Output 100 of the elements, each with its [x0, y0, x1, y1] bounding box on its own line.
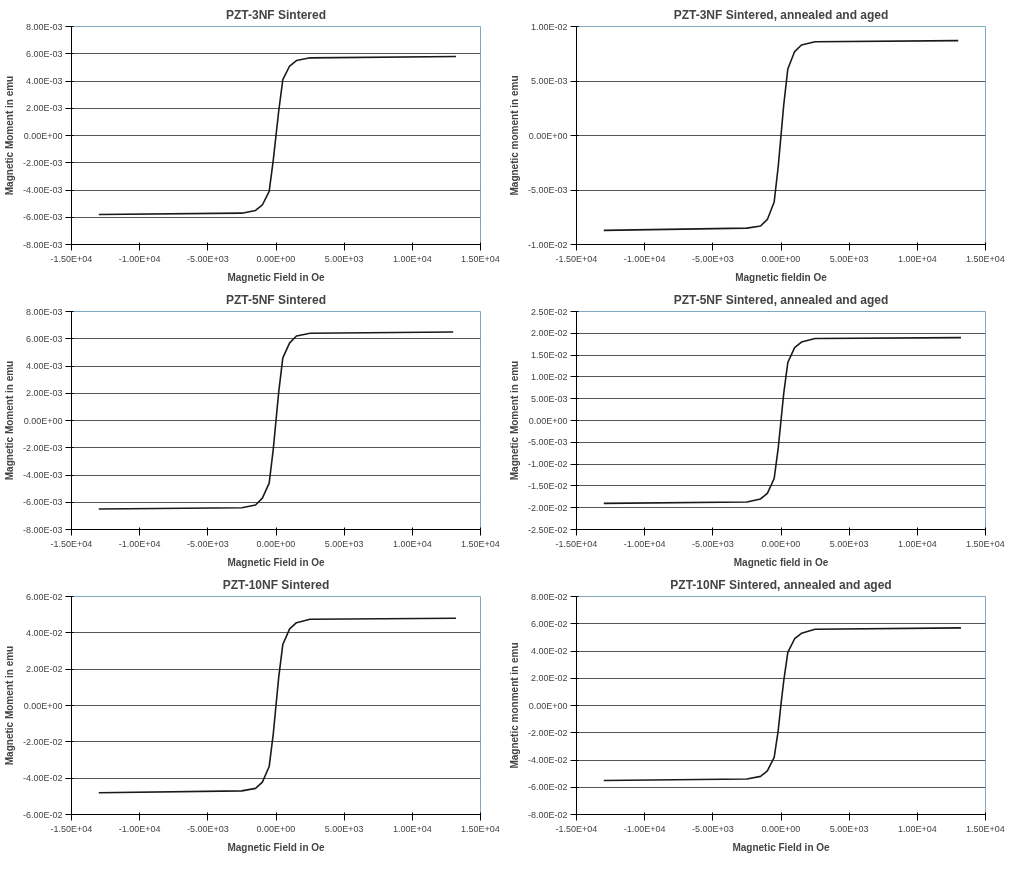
x-axis-title: Magnetic Field in Oe: [227, 556, 326, 568]
x-tick-label: 5.00E+03: [324, 538, 364, 549]
y-tick-label: -8.00E-03: [22, 524, 63, 535]
y-tick-label: 1.00E-02: [530, 21, 568, 32]
y-axis-title: Magnetic Moment in emu: [3, 360, 15, 481]
y-tick-label: 2.00E-03: [25, 103, 63, 114]
x-tick-label: 1.00E+04: [897, 823, 937, 834]
x-tick-label: -1.50E+04: [555, 823, 598, 834]
y-tick-label: -2.00E-03: [22, 157, 63, 168]
y-tick-label: 4.00E-03: [25, 76, 63, 86]
x-tick-label: 1.00E+04: [392, 253, 432, 264]
x-tick-label: 1.00E+04: [392, 823, 432, 834]
x-tick-label: 0.00E+00: [256, 253, 296, 264]
x-tick-label: 1.00E+04: [897, 538, 937, 549]
x-tick-label: -5.00E+03: [691, 538, 734, 549]
y-tick-label: -1.50E-02: [527, 480, 568, 491]
y-tick-label: -6.00E-03: [22, 212, 63, 223]
y-tick-label: -8.00E-02: [527, 809, 568, 820]
x-tick-label: -1.50E+04: [50, 538, 93, 549]
x-axis-title: Magnetic Field in Oe: [732, 841, 831, 853]
y-tick-label: 2.00E-03: [25, 388, 63, 399]
x-tick-label: 0.00E+00: [761, 538, 801, 549]
x-tick-label: 1.50E+04: [461, 823, 500, 834]
x-tick-label: -1.00E+04: [118, 823, 161, 834]
x-tick-label: -5.00E+03: [691, 823, 734, 834]
y-tick-label: -5.00E-03: [527, 185, 568, 195]
y-tick-label: -4.00E-03: [22, 185, 63, 195]
x-tick-label: 1.00E+04: [897, 253, 937, 264]
y-tick-label: -5.00E-03: [527, 437, 568, 448]
x-tick-label: -1.00E+04: [623, 823, 666, 834]
x-tick-label: -5.00E+03: [186, 823, 229, 834]
y-tick-label: -6.00E-02: [22, 809, 63, 820]
y-tick-label: 4.00E-02: [530, 646, 568, 656]
y-tick-label: 8.00E-02: [530, 591, 568, 602]
x-tick-label: 1.50E+04: [461, 253, 500, 264]
x-tick-label: -1.50E+04: [555, 538, 598, 549]
x-tick-label: 5.00E+03: [829, 823, 869, 834]
x-tick-label: 1.50E+04: [966, 538, 1005, 549]
y-tick-label: -2.00E-02: [527, 727, 568, 738]
y-tick-label: 0.00E+00: [528, 130, 568, 141]
x-tick-label: 5.00E+03: [324, 823, 364, 834]
x-tick-label: 0.00E+00: [761, 253, 801, 264]
x-tick-label: 0.00E+00: [761, 823, 801, 834]
x-tick-label: 0.00E+00: [256, 823, 296, 834]
y-tick-label: -1.00E-02: [527, 239, 568, 250]
y-tick-label: 2.00E-02: [25, 664, 63, 675]
x-tick-label: -1.00E+04: [623, 253, 666, 264]
chart-title: PZT-3NF Sintered, annealed and aged: [673, 7, 889, 22]
x-tick-label: 0.00E+00: [256, 538, 296, 549]
x-tick-label: -1.00E+04: [623, 538, 666, 549]
y-tick-label: 1.00E-02: [530, 371, 568, 382]
y-tick-label: 5.00E-03: [530, 76, 568, 86]
y-tick-label: 2.50E-02: [530, 306, 568, 317]
y-axis-title: Magnetic Moment in emu: [3, 645, 15, 766]
y-tick-label: 0.00E+00: [528, 700, 568, 711]
y-tick-label: 6.00E-03: [25, 333, 63, 344]
x-tick-label: -5.00E+03: [186, 253, 229, 264]
x-tick-label: -1.00E+04: [118, 253, 161, 264]
y-tick-label: 0.00E+00: [528, 415, 568, 426]
y-tick-label: -8.00E-03: [22, 239, 63, 250]
chart-title: PZT-3NF Sintered: [225, 7, 327, 22]
y-tick-label: 4.00E-03: [25, 361, 63, 371]
x-axis-title: Magnetic Field in Oe: [227, 841, 326, 853]
y-tick-label: 2.00E-02: [530, 328, 568, 339]
y-tick-label: 0.00E+00: [23, 415, 63, 426]
chart-title: PZT-10NF Sintered: [222, 577, 330, 592]
x-tick-label: 1.50E+04: [966, 253, 1005, 264]
chart-title: PZT-5NF Sintered, annealed and aged: [673, 292, 889, 307]
x-axis-title: Magnetic fieldin Oe: [735, 271, 828, 283]
y-tick-label: -6.00E-02: [527, 782, 568, 793]
y-tick-label: -2.00E-03: [22, 442, 63, 453]
y-tick-label: -2.00E-02: [22, 736, 63, 747]
x-tick-label: 1.50E+04: [966, 823, 1005, 834]
y-tick-label: 0.00E+00: [23, 700, 63, 711]
y-tick-label: 8.00E-03: [25, 21, 63, 32]
x-tick-label: 5.00E+03: [829, 253, 869, 264]
y-tick-label: 6.00E-02: [530, 618, 568, 629]
y-axis-title: Magnetic moment in emu: [508, 75, 520, 196]
y-tick-label: -4.00E-02: [22, 773, 63, 784]
y-tick-label: 1.50E-02: [530, 350, 568, 361]
x-tick-label: 1.50E+04: [461, 538, 500, 549]
x-tick-label: 1.00E+04: [392, 538, 432, 549]
y-tick-label: 6.00E-03: [25, 48, 63, 59]
y-axis-title: Magnetic Moment in emu: [508, 360, 520, 481]
y-tick-label: -2.50E-02: [527, 524, 568, 535]
x-tick-label: -1.50E+04: [50, 253, 93, 264]
y-tick-label: -4.00E-03: [22, 470, 63, 480]
y-axis-title: Magnetic Moment in emu: [3, 75, 15, 196]
y-tick-label: 6.00E-02: [25, 591, 63, 602]
y-tick-label: -6.00E-03: [22, 497, 63, 508]
x-tick-label: 5.00E+03: [324, 253, 364, 264]
y-tick-label: 5.00E-03: [530, 393, 568, 404]
y-tick-label: -1.00E-02: [527, 459, 568, 470]
y-axis-title: Magnetic monment in emu: [508, 642, 520, 769]
y-tick-label: 0.00E+00: [23, 130, 63, 141]
x-tick-label: -1.50E+04: [50, 823, 93, 834]
y-tick-label: -4.00E-02: [527, 755, 568, 765]
y-tick-label: 4.00E-02: [25, 627, 63, 638]
x-tick-label: -5.00E+03: [691, 253, 734, 264]
x-tick-label: -5.00E+03: [186, 538, 229, 549]
